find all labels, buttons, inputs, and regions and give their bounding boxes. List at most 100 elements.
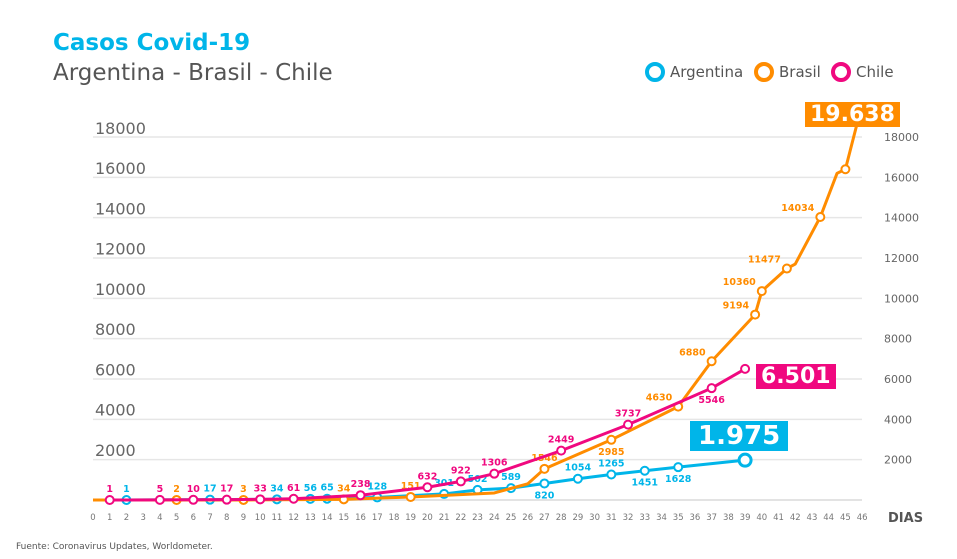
x-tick: 1 [107, 513, 112, 523]
y-tick-right: 14000 [884, 212, 919, 225]
y-tick-right: 18000 [884, 131, 919, 144]
x-tick: 20 [422, 513, 433, 523]
x-tick: 43 [807, 513, 818, 523]
x-tick: 46 [857, 513, 868, 523]
y-tick-left: 8000 [95, 320, 136, 339]
data-label-argentina: 1 [123, 484, 130, 495]
data-point-chile [188, 494, 199, 505]
data-label-argentina: 1628 [665, 474, 692, 485]
callout-chile: 6.501 [756, 364, 836, 389]
x-tick: 12 [288, 513, 299, 523]
x-tick: 44 [823, 513, 834, 523]
data-point-brasil [405, 491, 416, 502]
data-label-chile: 3737 [615, 409, 641, 420]
data-point-brasil [750, 309, 761, 320]
data-label-argentina: 1265 [598, 458, 624, 469]
data-label-argentina: 589 [501, 472, 521, 483]
data-label-chile: 5546 [698, 395, 725, 406]
chart-title: Casos Covid-19 [53, 30, 251, 56]
y-tick-right: 12000 [884, 252, 919, 265]
x-tick: 11 [272, 513, 283, 523]
x-tick: 19 [405, 513, 416, 523]
data-label-brasil: 9194 [723, 301, 750, 312]
x-tick: 4 [157, 513, 162, 523]
x-tick: 9 [241, 513, 246, 523]
x-tick: 6 [191, 513, 196, 523]
x-tick: 15 [338, 513, 349, 523]
y-tick-left: 16000 [95, 159, 146, 178]
x-tick: 0 [90, 513, 95, 523]
data-label-chile: 10 [187, 484, 201, 495]
data-label-brasil: 2 [173, 484, 180, 495]
x-tick: 39 [740, 513, 751, 523]
data-label-chile: 1 [106, 484, 113, 495]
data-label-brasil: 6880 [679, 347, 706, 358]
data-point-argentina [737, 452, 753, 468]
data-point-brasil [539, 463, 550, 474]
legend-chile: Chile [831, 62, 894, 82]
data-label-brasil: 151 [401, 481, 421, 492]
y-tick-left: 10000 [95, 280, 146, 299]
data-point-argentina [539, 478, 550, 489]
x-tick: 14 [322, 513, 333, 523]
x-tick: 42 [790, 513, 801, 523]
data-label-brasil: 11477 [748, 255, 781, 266]
data-label-argentina: 17 [203, 484, 216, 495]
series-line-chile [109, 367, 746, 502]
legend-label: Argentina [670, 63, 744, 81]
data-point-brasil [606, 434, 617, 445]
data-label-chile: 632 [417, 471, 437, 482]
data-point-chile [489, 468, 500, 479]
legend-argentina: Argentina [645, 62, 743, 82]
x-tick: 45 [840, 513, 851, 523]
y-tick-right: 8000 [884, 333, 912, 346]
data-label-chile: 17 [220, 484, 233, 495]
source-note: Fuente: Coronavirus Updates, Worldometer… [16, 542, 213, 552]
data-point-brasil [781, 263, 792, 274]
data-point-chile [740, 363, 751, 374]
data-point-argentina [639, 465, 650, 476]
legend-ring-icon [831, 62, 851, 82]
x-tick: 18 [389, 513, 400, 523]
data-point-chile [255, 494, 266, 505]
data-point-brasil [815, 211, 826, 222]
x-tick: 30 [589, 513, 600, 523]
chart-subtitle: Argentina - Brasil - Chile [53, 60, 333, 86]
data-label-chile: 33 [254, 483, 267, 494]
x-tick: 22 [455, 513, 466, 523]
data-point-chile [623, 419, 634, 430]
x-axis-label: DIAS [888, 511, 923, 526]
y-tick-right: 2000 [884, 454, 912, 467]
x-tick: 29 [572, 513, 583, 523]
x-tick: 3 [140, 513, 145, 523]
x-tick: 26 [522, 513, 533, 523]
y-tick-left: 18000 [95, 119, 146, 138]
data-point-chile [455, 476, 466, 487]
x-tick: 41 [773, 513, 784, 523]
data-label-chile: 5 [157, 484, 164, 495]
data-label-argentina: 502 [468, 474, 488, 485]
x-tick: 13 [305, 513, 316, 523]
callout-argentina: 1.975 [690, 421, 789, 451]
data-point-chile [288, 493, 299, 504]
x-tick: 28 [556, 513, 567, 523]
x-tick: 27 [539, 513, 550, 523]
y-tick-right: 4000 [884, 413, 912, 426]
y-tick-left: 2000 [95, 441, 136, 460]
x-tick: 21 [439, 513, 450, 523]
y-tick-right: 16000 [884, 171, 919, 184]
data-point-chile [355, 490, 366, 501]
legend-ring-icon [754, 62, 774, 82]
x-tick: 10 [255, 513, 266, 523]
x-tick: 16 [355, 513, 366, 523]
data-point-brasil [756, 286, 767, 297]
y-tick-left: 14000 [95, 199, 146, 218]
x-tick: 32 [623, 513, 634, 523]
x-tick: 35 [673, 513, 684, 523]
x-tick: 31 [606, 513, 617, 523]
data-label-brasil: 34 [337, 483, 351, 494]
legend-label: Chile [856, 63, 894, 81]
x-tick: 37 [706, 513, 717, 523]
